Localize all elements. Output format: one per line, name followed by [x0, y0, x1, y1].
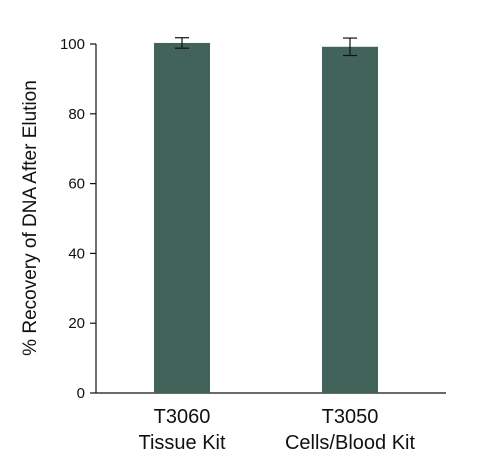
bar [322, 46, 378, 394]
y-tick-label: 20 [68, 315, 85, 332]
y-axis-label: % Recovery of DNA After Elution [20, 80, 41, 356]
y-tick-label: 80 [68, 106, 85, 123]
x-tick-label: T3060 [154, 406, 211, 428]
plot-area: 0 20 40 60 80 100 T3060 Tissue Kit T3050 Cells/Bl… [60, 36, 446, 454]
x-tick-label: Cells/Blood Kit [285, 432, 416, 454]
y-tick-label: 40 [68, 245, 85, 262]
y-tick-label: 0 [77, 385, 85, 402]
y-tick-label: 60 [68, 176, 85, 193]
x-tick-label: Tissue Kit [138, 432, 226, 454]
x-tick-label: T3050 [322, 406, 379, 428]
y-tick-label: 100 [60, 36, 85, 53]
bar [154, 42, 210, 393]
